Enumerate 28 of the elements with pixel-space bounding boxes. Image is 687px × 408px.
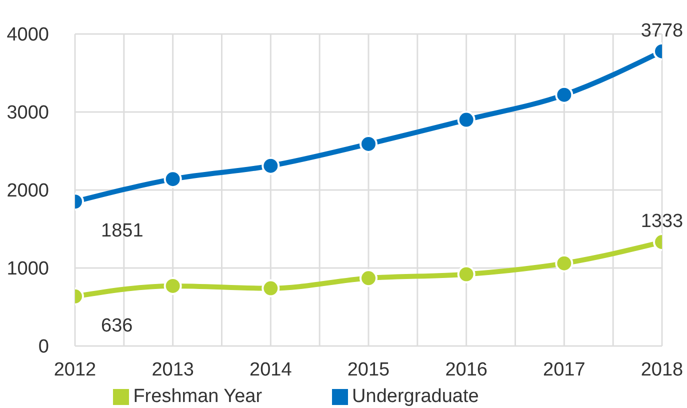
x-tick-label: 2013 (152, 359, 194, 380)
y-tick-label: 2000 (6, 180, 49, 202)
x-tick-label: 2015 (347, 359, 390, 380)
point (457, 110, 476, 129)
point (262, 156, 280, 175)
point (164, 276, 182, 295)
x-tick-label: 2014 (250, 359, 292, 380)
data-label: 1333 (640, 211, 684, 232)
x-tick-label: 2016 (445, 359, 488, 380)
point (555, 86, 574, 104)
data-label: 1851 (101, 220, 144, 242)
legend-label: Undergraduate (352, 386, 479, 407)
data-label: 3778 (640, 20, 684, 42)
point (164, 170, 182, 188)
point (555, 254, 574, 272)
data-label: 636 (101, 315, 133, 336)
y-tick-label: 3000 (6, 102, 49, 124)
point (360, 269, 378, 288)
point (457, 265, 476, 284)
x-tick-label: 2018 (640, 359, 684, 380)
y-tick-label: 4000 (6, 24, 49, 46)
y-tick-label: 0 (38, 336, 49, 358)
x-tick-label: 2017 (543, 359, 586, 380)
x-tick-label: 2012 (54, 359, 96, 380)
y-tick-label: 1000 (6, 258, 49, 280)
point (360, 134, 378, 153)
point (262, 279, 280, 298)
legend-label: Freshman Year (133, 386, 262, 407)
